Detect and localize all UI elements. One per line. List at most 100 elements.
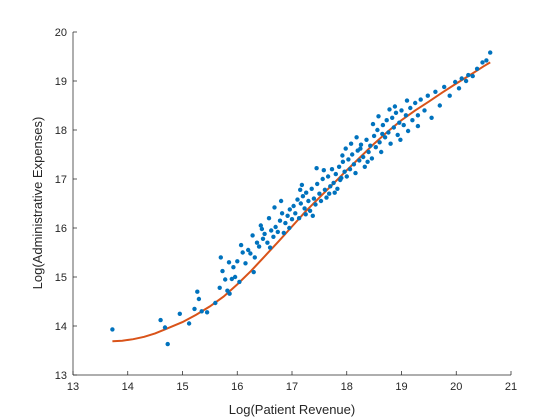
data-point xyxy=(459,76,464,81)
data-point xyxy=(237,279,242,285)
data-point xyxy=(217,285,222,290)
data-point xyxy=(158,317,163,323)
data-point xyxy=(223,277,228,282)
x-tick-label: 14 xyxy=(122,381,134,393)
data-point xyxy=(351,162,357,167)
data-point xyxy=(195,289,200,294)
data-point xyxy=(199,309,204,314)
data-point xyxy=(362,164,367,169)
data-point xyxy=(415,123,421,129)
data-point xyxy=(296,216,302,221)
data-point xyxy=(303,212,308,217)
data-point xyxy=(299,182,305,188)
data-point xyxy=(422,108,427,113)
data-point xyxy=(338,177,343,183)
x-tick-label: 20 xyxy=(450,381,462,393)
data-point xyxy=(371,133,377,139)
data-point xyxy=(357,158,362,163)
data-point xyxy=(298,201,303,206)
data-point xyxy=(358,146,363,151)
y-tick-label: 16 xyxy=(55,223,67,235)
data-point xyxy=(283,220,288,226)
data-point xyxy=(484,58,489,63)
data-point xyxy=(328,184,333,189)
data-point xyxy=(365,159,370,164)
data-point xyxy=(309,186,314,191)
data-point xyxy=(347,167,353,172)
data-point xyxy=(165,341,170,347)
data-point xyxy=(310,213,315,218)
data-point xyxy=(177,311,182,316)
data-point xyxy=(327,191,332,196)
data-point xyxy=(311,196,317,201)
data-point xyxy=(390,115,395,121)
data-point xyxy=(238,242,244,248)
data-point xyxy=(289,217,295,222)
data-point xyxy=(368,143,373,148)
data-point xyxy=(307,208,313,213)
data-point xyxy=(218,255,223,260)
data-point xyxy=(229,276,234,282)
data-point xyxy=(246,247,251,253)
data-point xyxy=(391,125,396,130)
data-point xyxy=(399,108,404,113)
data-point xyxy=(258,223,263,228)
data-point xyxy=(403,113,409,118)
data-point xyxy=(456,86,462,91)
x-tick-label: 17 xyxy=(286,381,298,393)
data-point xyxy=(386,130,391,135)
data-point xyxy=(340,159,346,164)
data-point xyxy=(240,250,245,255)
y-axis-ticks: 13 14 15 16 17 18 19 20 xyxy=(55,27,77,382)
x-tick-label: 13 xyxy=(67,381,79,393)
data-point xyxy=(226,260,232,265)
data-point xyxy=(267,245,273,250)
data-point xyxy=(196,296,202,302)
data-point xyxy=(388,141,393,146)
y-tick-label: 20 xyxy=(55,27,67,39)
data-point xyxy=(470,73,475,79)
data-point xyxy=(271,234,276,239)
data-point xyxy=(262,231,267,237)
data-point xyxy=(235,259,240,264)
data-point xyxy=(373,145,378,150)
data-point xyxy=(382,135,388,140)
data-point xyxy=(186,321,192,326)
data-point xyxy=(329,167,335,172)
data-point xyxy=(332,190,337,195)
data-point xyxy=(466,72,471,78)
data-point xyxy=(364,137,369,142)
data-point xyxy=(321,168,326,173)
data-point xyxy=(488,50,493,55)
y-tick-label: 13 xyxy=(55,370,67,382)
data-point xyxy=(269,228,274,233)
data-point xyxy=(346,157,351,162)
data-point xyxy=(370,121,376,127)
x-tick-label: 18 xyxy=(341,381,353,393)
data-point xyxy=(429,115,434,121)
data-point xyxy=(275,229,280,235)
data-point xyxy=(333,171,338,177)
data-point xyxy=(254,240,260,245)
data-point xyxy=(300,194,306,199)
data-point xyxy=(265,240,270,245)
data-point xyxy=(291,203,296,209)
data-point xyxy=(415,113,421,118)
y-tick-label: 19 xyxy=(55,76,67,88)
data-point xyxy=(343,146,348,151)
data-point xyxy=(251,269,256,275)
scatter-points-layer xyxy=(110,50,493,347)
x-tick-label: 21 xyxy=(505,381,517,393)
data-point xyxy=(266,216,272,221)
data-point xyxy=(278,198,284,204)
data-point xyxy=(285,213,290,218)
data-point xyxy=(231,265,236,270)
data-point xyxy=(348,141,354,146)
data-point xyxy=(463,78,469,84)
data-point xyxy=(324,195,329,200)
data-point xyxy=(353,170,358,176)
data-point xyxy=(248,251,253,256)
y-tick-label: 15 xyxy=(55,272,67,284)
data-point xyxy=(358,142,364,147)
